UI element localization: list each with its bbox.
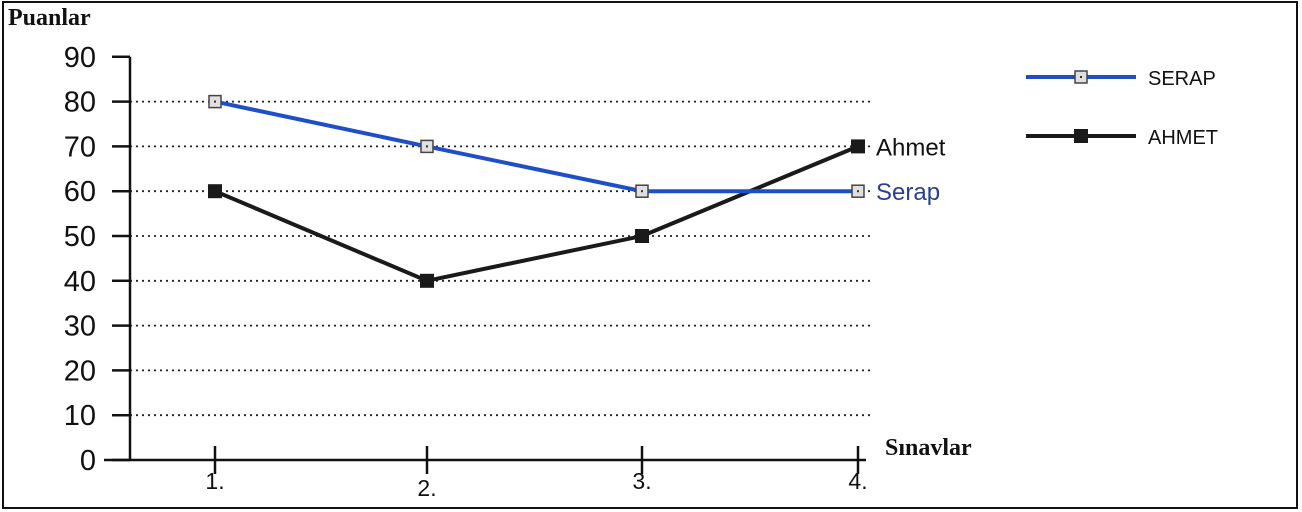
y-tick-label: 50 bbox=[64, 221, 96, 253]
end-labels: Serap Ahmet bbox=[876, 134, 946, 206]
y-tick-label: 20 bbox=[64, 355, 96, 387]
series-serap bbox=[208, 94, 865, 198]
series-ahmet bbox=[208, 139, 865, 288]
legend-label-ahmet: AHMET bbox=[1148, 127, 1218, 149]
y-tick-label: 40 bbox=[64, 266, 96, 298]
legend: SERAP AHMET bbox=[1026, 68, 1218, 149]
end-label-serap: Serap bbox=[876, 179, 940, 206]
y-tick-label: 80 bbox=[64, 87, 96, 119]
end-label-ahmet: Ahmet bbox=[876, 134, 946, 161]
axes bbox=[104, 56, 866, 462]
y-tick-label: 60 bbox=[64, 176, 96, 208]
x-tick-label: 3. bbox=[632, 468, 651, 494]
x-tick-label: 2. bbox=[417, 475, 436, 501]
legend-marker-serap-dot bbox=[1080, 76, 1082, 78]
x-tick-label: 4. bbox=[848, 468, 867, 494]
y-ticks: 0 10 20 30 40 50 60 70 80 90 bbox=[64, 42, 130, 477]
x-tick-label: 1. bbox=[205, 468, 224, 494]
legend-label-serap: SERAP bbox=[1148, 68, 1216, 90]
data-point-serap-dot bbox=[641, 190, 643, 193]
series-line-serap bbox=[214, 99, 858, 194]
series-group bbox=[208, 94, 865, 288]
y-tick-label: 0 bbox=[80, 445, 96, 477]
data-point-ahmet bbox=[635, 229, 649, 243]
series-line-ahmet bbox=[214, 144, 859, 283]
data-point-ahmet bbox=[851, 139, 865, 154]
y-axis-label: Puanlar bbox=[8, 5, 91, 31]
y-tick-label: 70 bbox=[64, 131, 96, 163]
x-axis-label: Sınavlar bbox=[885, 435, 972, 461]
y-tick-label: 30 bbox=[64, 311, 96, 343]
legend-item-ahmet: AHMET bbox=[1026, 127, 1218, 149]
data-point-serap-dot bbox=[214, 100, 216, 103]
x-ticks: 1. 2. 3. 4. bbox=[205, 446, 868, 501]
data-point-ahmet bbox=[208, 184, 222, 199]
data-point-serap-dot bbox=[426, 145, 428, 148]
grid bbox=[130, 100, 870, 417]
data-point-ahmet bbox=[420, 273, 434, 288]
legend-item-serap: SERAP bbox=[1026, 68, 1216, 90]
legend-marker-ahmet bbox=[1074, 129, 1088, 143]
data-point-serap-dot bbox=[857, 190, 859, 193]
y-tick-label: 10 bbox=[64, 400, 96, 432]
y-tick-label: 90 bbox=[64, 42, 96, 74]
